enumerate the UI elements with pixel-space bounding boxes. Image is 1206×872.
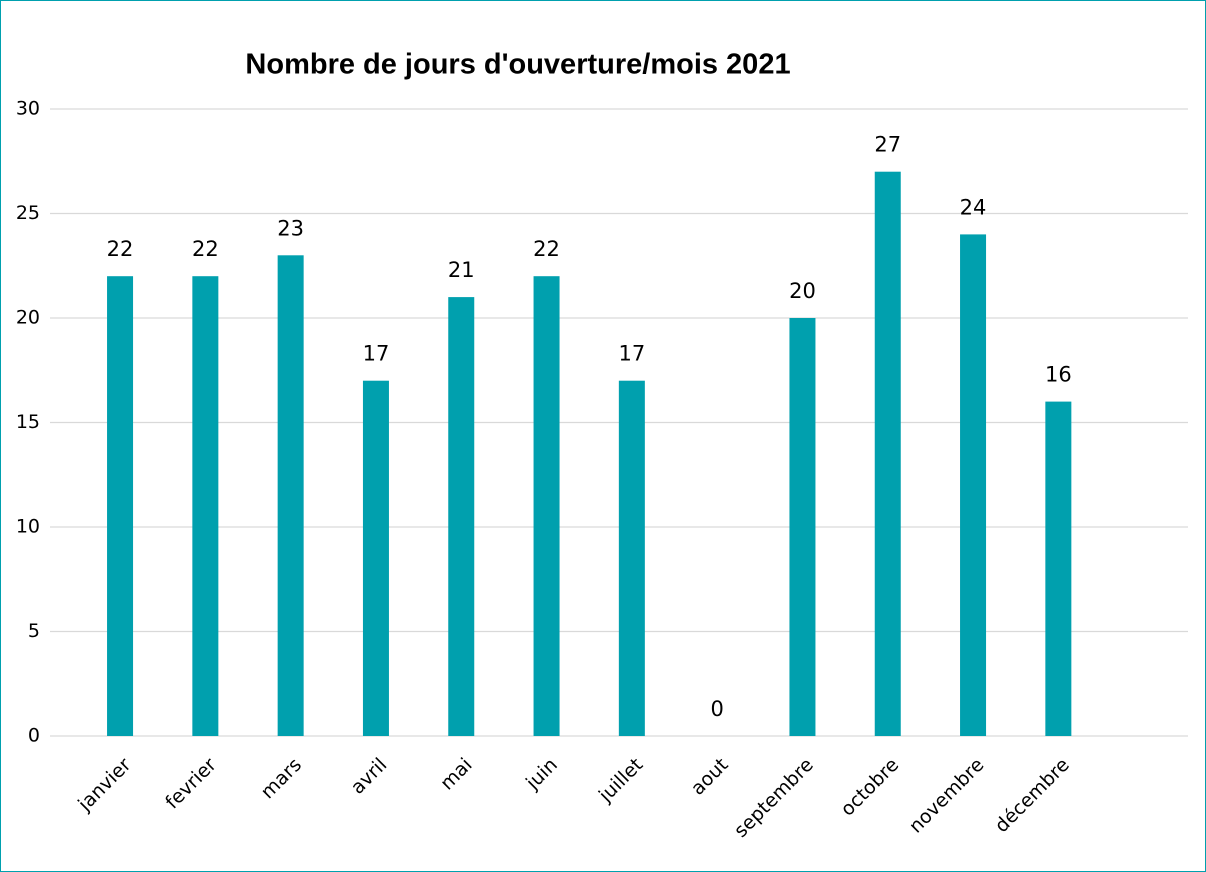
data-label: 17 (618, 342, 645, 366)
data-label: 24 (960, 195, 987, 219)
data-label: 23 (277, 216, 304, 240)
y-tick-label: 30 (16, 98, 40, 120)
y-tick-label: 10 (16, 516, 40, 538)
bar (789, 318, 816, 736)
bar (362, 380, 389, 736)
y-tick-label: 0 (28, 725, 40, 747)
bar (192, 276, 219, 736)
data-label: 22 (192, 237, 219, 261)
data-label: 22 (107, 237, 134, 261)
data-label: 16 (1045, 363, 1072, 387)
bar (1045, 401, 1072, 736)
data-label: 20 (789, 279, 816, 303)
bar (107, 276, 134, 736)
bar (533, 276, 560, 736)
y-tick-label: 20 (16, 307, 40, 329)
bar (448, 297, 475, 736)
data-label: 17 (363, 342, 390, 366)
data-label: 22 (533, 237, 560, 261)
bar (960, 234, 987, 736)
bar (277, 255, 304, 737)
y-tick-label: 25 (16, 202, 40, 224)
y-tick-label: 5 (28, 620, 40, 642)
y-tick-label: 15 (16, 411, 40, 433)
data-label: 27 (874, 133, 901, 157)
chart-title: Nombre de jours d'ouverture/mois 2021 (245, 49, 790, 81)
data-label: 0 (710, 697, 723, 721)
bar (618, 380, 645, 736)
bar (874, 171, 901, 736)
data-label: 21 (448, 258, 475, 282)
